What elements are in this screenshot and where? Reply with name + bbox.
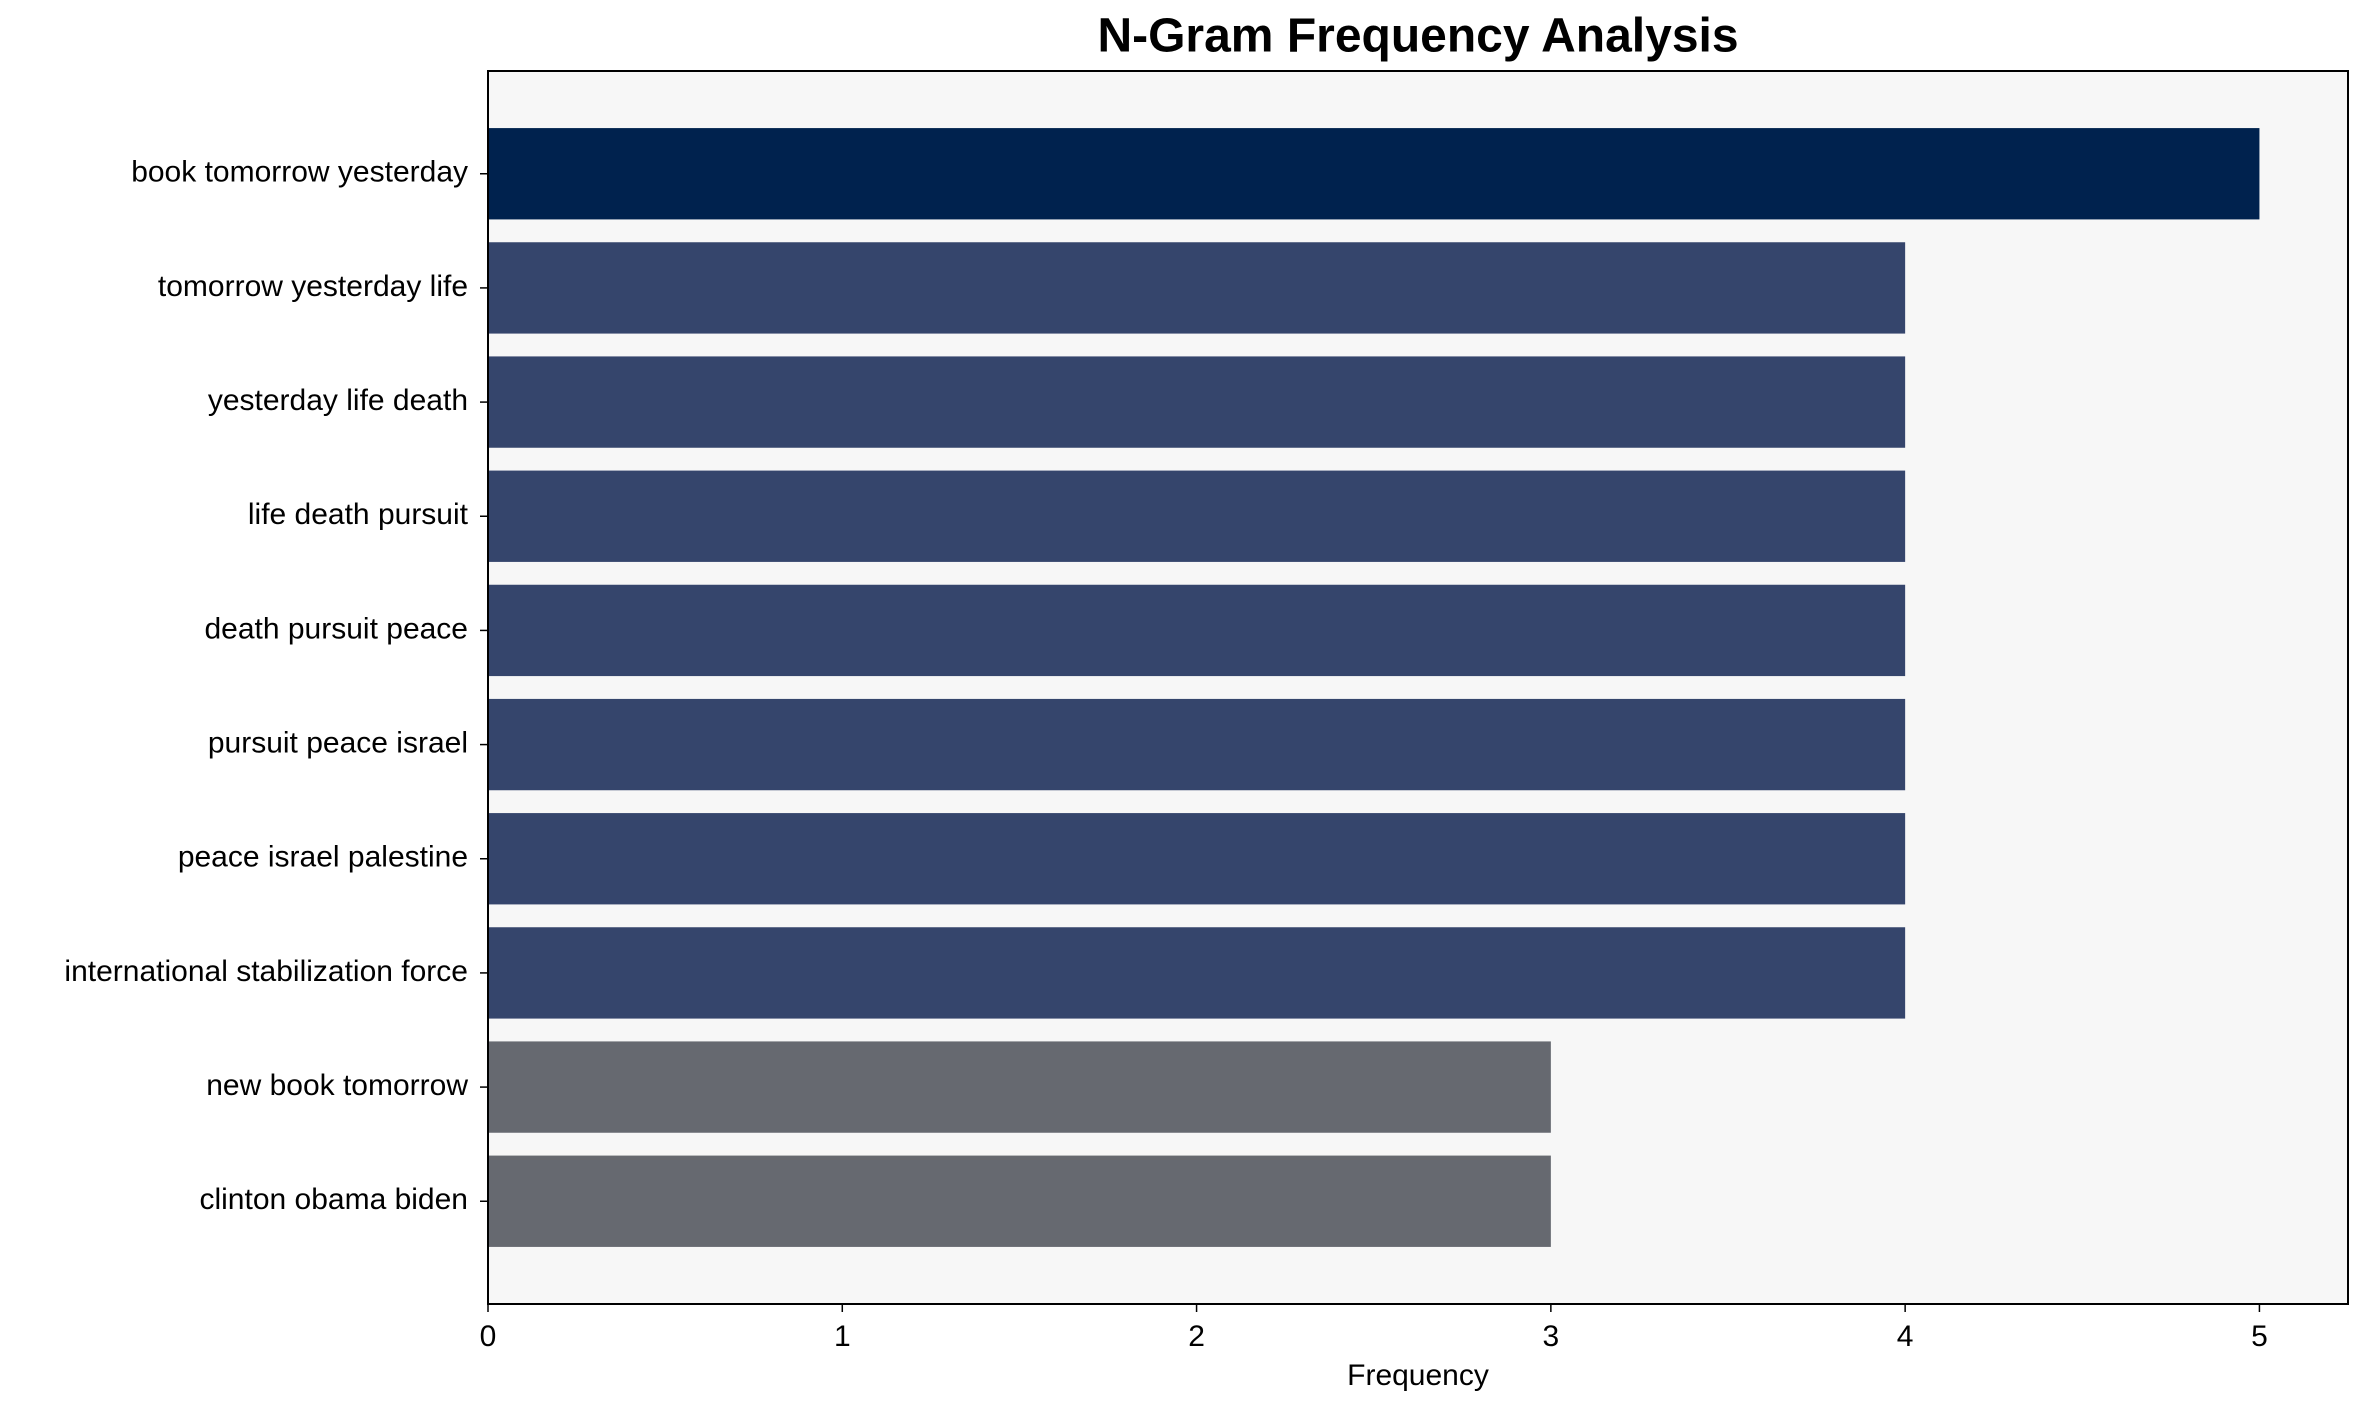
y-tick-label: international stabilization force [64,955,468,988]
bar [488,927,1906,1019]
y-tick-label: yesterday life death [208,384,468,417]
plot-frame [487,70,2349,1305]
x-tick-label: 3 [1543,1320,1560,1353]
bar [488,470,1906,562]
y-tick-label: death pursuit peace [204,612,468,645]
x-tick-label: 0 [480,1320,497,1353]
bar [488,813,1906,905]
y-tick-label: life death pursuit [248,498,469,531]
y-tick-label: new book tomorrow [206,1069,468,1102]
y-tick-label: clinton obama biden [199,1183,468,1216]
x-tick-label: 2 [1188,1320,1205,1353]
y-tick-label: book tomorrow yesterday [131,156,468,189]
bar [488,584,1906,677]
x-axis-label: Frequency [1347,1359,1489,1392]
bar [488,242,1906,334]
bar [488,1041,1551,1133]
x-tick-label: 1 [834,1320,851,1353]
bar [488,698,1906,791]
x-tick-label: 4 [1897,1320,1914,1353]
bar [488,1155,1551,1247]
bar [488,128,2260,220]
y-tick-label: tomorrow yesterday life [158,270,468,303]
y-tick-label: pursuit peace israel [208,727,468,760]
y-tick-label: peace israel palestine [178,841,468,874]
chart-title: N-Gram Frequency Analysis [1097,10,1738,63]
x-tick-label: 5 [2251,1320,2268,1353]
bar [488,356,1906,448]
